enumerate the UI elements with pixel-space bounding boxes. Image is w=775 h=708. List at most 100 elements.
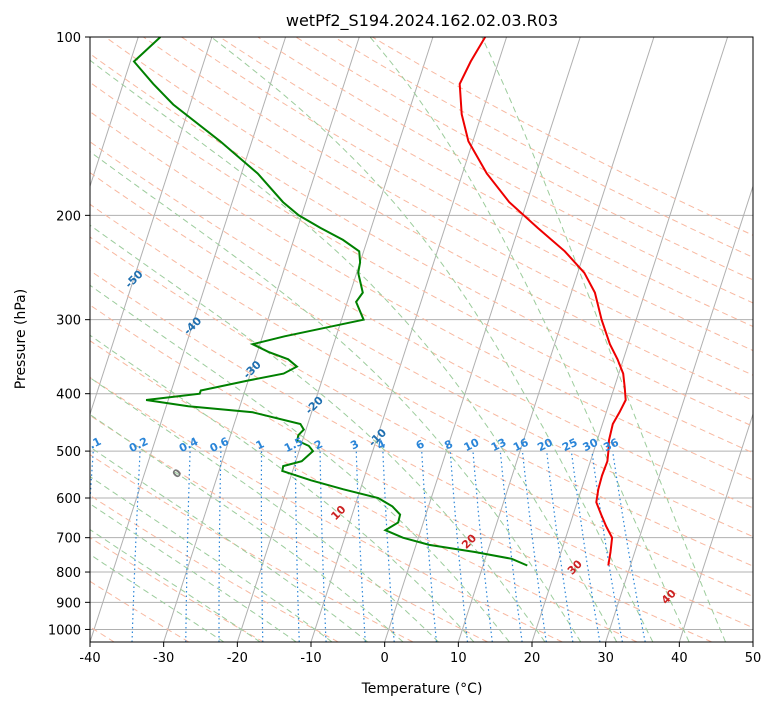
mixing-ratio-line (521, 451, 547, 642)
moist-adiabat-line (90, 151, 582, 642)
y-tick-label: 300 (56, 314, 81, 329)
moist-adiabat-line (90, 377, 439, 642)
mixing-ratio-label: 8 (442, 437, 455, 452)
mixing-ratio-line (591, 451, 623, 642)
mixing-ratio-line (382, 451, 395, 642)
dry-adiabat-line (90, 236, 753, 598)
mixing-ratio-layer (90, 451, 646, 642)
moist-adiabat-label: 40 (659, 587, 679, 607)
y-tick-label: 800 (56, 566, 81, 581)
x-tick-label: 30 (597, 651, 614, 666)
moist-adiabat-line (369, 37, 690, 642)
isotherm-gridline (0, 37, 65, 642)
x-tick-label: -20 (227, 651, 248, 666)
isotherm-gridline (457, 37, 655, 642)
isotherm-gridline (90, 37, 213, 416)
dry-adiabat-line (90, 304, 712, 642)
isotherm-gridline (90, 37, 287, 642)
isotherm-gridline (163, 37, 360, 642)
moist-adiabat-layer (90, 37, 727, 642)
mixing-ratio-line (319, 451, 327, 642)
mixing-ratio-line (294, 451, 300, 642)
x-axis: -40 -30 -20 -10 0 10 20 30 40 50 (79, 642, 761, 666)
dry-adiabat-line (143, 37, 753, 376)
x-tick-label: -40 (79, 651, 100, 666)
isotherm-gridline (236, 37, 434, 642)
mixing-ratio-line (449, 451, 469, 642)
dry-adiabat-label: -60 (63, 222, 86, 245)
dry-adiabat-label: -40 (181, 314, 204, 337)
mixing-ratio-line (185, 451, 191, 642)
y-tick-label: 1000 (48, 623, 81, 638)
moist-adiabat-line (90, 413, 404, 642)
x-axis-title: Temperature (°C) (361, 681, 483, 697)
moist-adiabat-line (90, 503, 297, 642)
moist-adiabat-line (90, 334, 475, 642)
dry-adiabat-label: -50 (122, 267, 145, 290)
plot-frame (89, 36, 754, 643)
dry-adiabat-line (90, 141, 753, 509)
chart-title: wetPf2_S194.2024.162.02.03.R03 (286, 11, 558, 31)
moist-adiabat-label: 10 (328, 503, 348, 523)
moist-adiabat-line (90, 224, 546, 642)
mixing-ratio-label: 36 (601, 436, 621, 455)
moist-adiabat-line (481, 37, 727, 642)
temperature-profile-line (458, 37, 627, 566)
dry-adiabat-line (90, 414, 488, 642)
dry-adiabat-line (90, 580, 190, 642)
x-tick-label: 0 (381, 651, 389, 666)
mixing-ratio-label: 0.4 (177, 435, 201, 455)
moist-adiabat-line (90, 475, 333, 642)
moist-adiabat-line (90, 59, 618, 642)
mixing-ratio-line (546, 451, 574, 642)
x-tick-label: 20 (524, 651, 541, 666)
mixing-ratio-label: 1.5 (282, 435, 305, 455)
y-tick-label: 100 (56, 31, 81, 46)
annotation-layer: 0.10.20.40.611.52346810131620253036-100-… (5, 175, 679, 607)
dry-adiabat-line (90, 494, 339, 642)
mixing-ratio-line (570, 451, 601, 642)
y-axis: 100 200 300 400 500 600 700 800 900 1000 (48, 31, 90, 638)
moist-adiabat-label: 30 (565, 557, 585, 577)
mixing-ratio-label: 0.6 (208, 435, 232, 455)
profile-layer (132, 37, 627, 567)
y-tick-label: 900 (56, 596, 81, 611)
mixing-ratio-line (218, 451, 222, 642)
dry-adiabat-line (90, 81, 753, 454)
dry-adiabat-line (90, 376, 563, 642)
moist-adiabat-line (90, 284, 510, 642)
mixing-ratio-label: 30 (581, 436, 601, 455)
dry-adiabat-line (90, 111, 753, 481)
mixing-ratio-line (90, 451, 94, 510)
dry-adiabat-line (90, 340, 638, 642)
mixing-ratio-label: 13 (489, 436, 508, 454)
moist-adiabat-line (90, 446, 368, 642)
dry-adiabat-layer (90, 37, 753, 642)
moist-adiabat-line (90, 529, 261, 642)
x-tick-label: 40 (671, 651, 688, 666)
dewpoint-profile-line (132, 37, 528, 567)
mixing-ratio-line (131, 451, 141, 642)
dry-adiabat-label: -70 (5, 175, 28, 198)
dry-adiabat-line (90, 203, 753, 567)
y-tick-label: 200 (56, 209, 81, 224)
mixing-ratio-label: 10 (462, 436, 482, 455)
moist-adiabat-line (210, 37, 654, 642)
y-tick-label: 700 (56, 532, 81, 547)
isotherm-gridline (90, 37, 139, 188)
x-tick-label: -10 (300, 651, 321, 666)
y-tick-label: 400 (56, 388, 81, 403)
isotherm-gridline (752, 640, 753, 642)
mixing-ratio-line (499, 451, 523, 642)
dry-adiabat-label: -20 (303, 393, 326, 416)
dry-adiabat-line (371, 37, 753, 236)
mixing-ratio-line (260, 451, 264, 642)
x-tick-label: -30 (153, 651, 174, 666)
moist-adiabat-label: 0 (170, 466, 185, 481)
mixing-ratio-label: 16 (511, 436, 531, 455)
mixing-ratio-line (421, 451, 437, 642)
dry-adiabat-line (90, 536, 264, 642)
y-axis-title: Pressure (hPa) (13, 289, 29, 389)
mixing-ratio-label: 3 (348, 437, 361, 452)
